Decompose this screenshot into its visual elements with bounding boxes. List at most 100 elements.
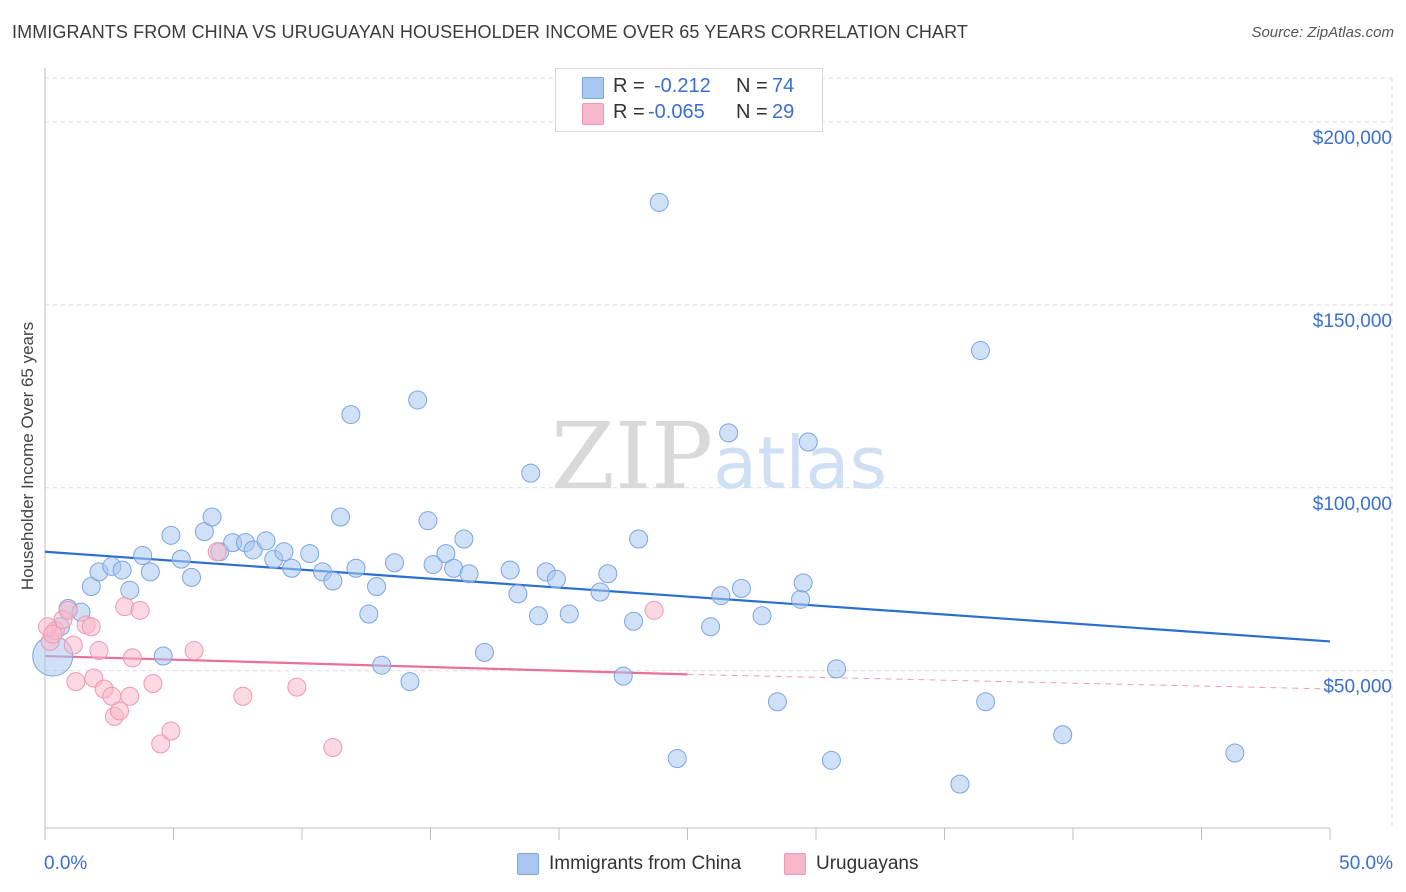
point-china <box>194 522 214 542</box>
point-uruguayans <box>81 617 101 637</box>
point-uruguayans <box>143 673 163 693</box>
legend-r-value-china: -0.212 <box>654 75 711 97</box>
x-tick-label: 50.0% <box>1339 853 1393 874</box>
y-tick-label: $50,000 <box>1323 677 1392 698</box>
point-china <box>161 525 181 545</box>
trend-line-china <box>44 550 1331 643</box>
legend-swatch-china <box>582 77 604 99</box>
point-china <box>821 750 841 770</box>
point-uruguayans <box>66 672 86 692</box>
source-label: Source: ZipAtlas.com <box>1251 24 1394 41</box>
point-china <box>243 540 263 560</box>
bottom-legend-china: Immigrants from China <box>517 852 741 876</box>
point-china <box>359 604 379 624</box>
point-china <box>274 542 294 562</box>
point-china <box>372 655 392 675</box>
x-tick-label: 0.0% <box>44 853 87 874</box>
watermark: ZIP atlas <box>551 403 887 510</box>
point-china <box>970 341 990 361</box>
bottom-legend-label-china: Immigrants from China <box>549 853 742 874</box>
watermark-atlas: atlas <box>713 421 887 505</box>
point-uruguayans <box>130 600 150 620</box>
point-china <box>81 577 101 597</box>
point-china <box>793 573 813 593</box>
point-uruguayans <box>110 701 130 721</box>
legend-n-value-china: 74 <box>772 75 795 97</box>
legend-r-label-uruguayans: R = <box>613 101 645 123</box>
legend-r-label-china: R = <box>613 75 645 97</box>
data-points <box>32 192 1245 794</box>
point-uruguayans <box>233 686 253 706</box>
legend-n-value-uruguayans: 29 <box>772 101 795 123</box>
point-china <box>719 423 739 443</box>
point-uruguayans <box>63 635 83 655</box>
point-china <box>629 529 649 549</box>
watermark-zip: ZIP <box>551 403 713 510</box>
point-china <box>613 666 633 686</box>
bottom-legend-swatch-china <box>517 853 539 875</box>
tick-labels: $50,000 $100,000 $150,000 $200,000 0.0% 50.0% <box>44 128 1393 874</box>
legend-n-label-china: N = <box>736 75 768 97</box>
point-uruguayans <box>644 600 664 620</box>
gridlines <box>45 77 1393 828</box>
point-china <box>500 560 520 580</box>
point-china <box>112 560 132 580</box>
point-china <box>436 544 456 564</box>
y-tick-label: $200,000 <box>1313 128 1392 149</box>
point-china <box>133 545 153 565</box>
point-china <box>598 564 618 584</box>
point-uruguayans <box>287 677 307 697</box>
point-china <box>1225 743 1245 763</box>
bottom-legend-uruguayans: Uruguayans <box>784 852 918 876</box>
legend-swatch-uruguayans <box>582 103 604 125</box>
point-uruguayans <box>207 542 227 562</box>
point-china <box>400 672 420 692</box>
point-china <box>418 511 438 531</box>
point-china <box>202 507 222 527</box>
axes <box>44 68 1331 840</box>
point-uruguayans <box>323 738 343 758</box>
point-china <box>950 774 970 794</box>
bottom-legend-label-uruguayans: Uruguayans <box>816 853 919 874</box>
point-china <box>385 553 405 573</box>
point-uruguayans <box>151 734 171 754</box>
point-china <box>423 555 443 575</box>
point-china <box>791 589 811 609</box>
point-uruguayans <box>161 721 181 741</box>
point-uruguayans <box>184 641 204 661</box>
bottom-legend-swatch-uruguayans <box>784 853 806 875</box>
point-china <box>300 544 320 564</box>
legend-box: R = -0.212 N = 74 R = -0.065 N = 29 <box>555 68 823 132</box>
point-china <box>331 507 351 527</box>
point-china <box>367 577 387 597</box>
chart-title: IMMIGRANTS FROM CHINA VS URUGUAYAN HOUSE… <box>12 22 968 42</box>
point-china <box>181 567 201 587</box>
point-china <box>590 582 610 602</box>
point-china <box>140 562 160 582</box>
point-china <box>171 549 191 569</box>
point-uruguayans <box>58 600 78 620</box>
point-china <box>153 646 173 666</box>
legend-n-label-uruguayans: N = <box>736 101 768 123</box>
point-china <box>474 642 494 662</box>
point-china <box>120 580 140 600</box>
point-china <box>731 578 751 598</box>
point-china <box>282 558 302 578</box>
legend-r-value-uruguayans: -0.065 <box>648 101 705 123</box>
point-china <box>1053 725 1073 745</box>
point-china <box>976 692 996 712</box>
y-tick-label: $150,000 <box>1313 311 1392 332</box>
point-uruguayans <box>43 624 63 644</box>
trend-line-uruguayans-extension <box>687 673 1331 690</box>
point-china <box>346 558 366 578</box>
trend-lines <box>44 550 1331 690</box>
point-china <box>559 604 579 624</box>
point-china <box>508 584 528 604</box>
point-china <box>341 405 361 425</box>
point-china <box>701 617 721 637</box>
point-china <box>459 564 479 584</box>
point-china <box>827 659 847 679</box>
point-china <box>798 432 818 452</box>
point-china <box>323 571 343 591</box>
